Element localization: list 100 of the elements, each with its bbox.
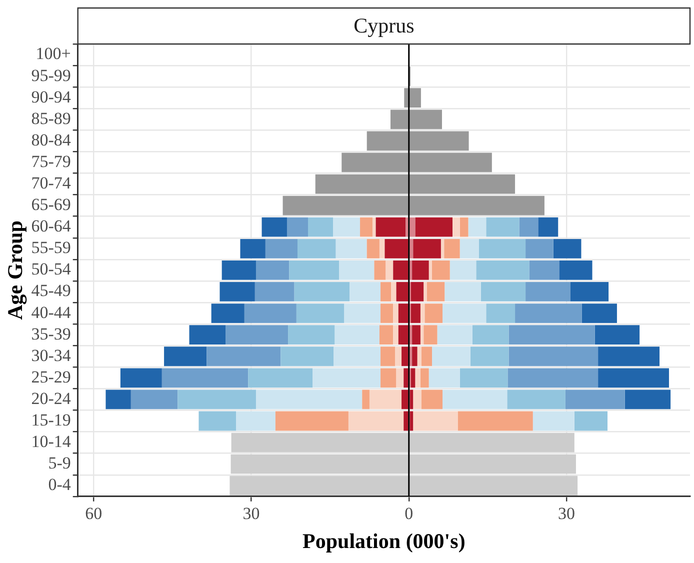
bar [428,260,432,280]
bar [412,325,420,345]
bar [396,282,408,302]
bar [248,368,313,388]
bar [410,390,414,410]
bar [334,346,381,366]
bar [574,411,608,431]
bar [470,346,509,366]
bar [529,260,560,280]
bar [420,304,425,323]
bar [206,346,281,366]
bar [380,368,396,388]
bar [507,390,566,410]
bar [440,238,444,258]
bar [344,304,381,323]
bar [442,390,508,410]
bar [460,238,479,258]
bar [236,411,276,431]
y-tick-label: 65-69 [31,195,71,214]
y-tick-label: 60-64 [31,216,72,236]
bar [422,390,443,410]
bar [409,238,414,258]
bar [409,217,416,237]
y-tick-label: 30-34 [31,346,72,365]
bar [280,346,334,366]
bar [450,260,476,280]
bar [391,282,396,302]
bar [424,325,438,345]
bar [559,260,592,280]
bar [410,411,414,431]
bar [508,346,598,366]
bar [336,238,367,258]
x-tick-label: 30 [242,504,260,524]
bar [294,282,350,302]
bar [410,368,416,388]
bar [339,260,374,280]
bar [348,411,404,431]
y-tick-label: 80-84 [31,130,72,150]
bar [376,217,406,237]
y-tick-label: 50-54 [31,260,72,279]
bar [472,325,509,345]
bar [334,325,380,345]
bar [570,282,609,302]
bar [386,260,394,280]
bar [380,346,396,366]
bar [374,260,386,280]
bar [553,238,582,258]
bar [360,217,373,237]
bar [486,217,520,237]
bar [420,368,429,388]
bar [297,238,336,258]
bar [288,325,335,345]
bar [413,238,441,258]
bar [402,346,408,366]
y-tick-label: 100+ [36,44,71,64]
bar [413,390,422,410]
bar [565,390,625,410]
bar [444,282,481,302]
bar [526,238,554,258]
bar [308,217,334,237]
bar [372,217,376,237]
y-axis-title: Age Group [3,220,28,320]
bar [508,368,598,388]
bar [515,304,582,323]
y-tick-label: 70-74 [31,173,72,192]
y-tick-label: 85-89 [31,108,71,128]
bar [442,304,486,323]
y-tick-label: 0-4 [48,475,72,494]
bar [240,238,266,258]
bar [162,368,248,388]
bar [262,217,287,237]
bar [508,325,595,345]
bar [393,304,398,323]
bar [526,282,570,302]
bar [478,238,526,258]
bar [189,325,226,345]
bar [476,260,530,280]
bar [452,217,460,237]
bar [222,260,256,280]
x-tick-label: 0 [404,504,414,524]
chart-title: Cyprus [354,14,414,38]
bar [413,411,458,431]
bar [409,260,412,280]
bar [437,325,472,345]
bar [286,217,308,237]
y-tick-label: 25-29 [31,367,71,386]
bar [422,346,432,366]
y-tick-label: 75-79 [31,152,71,171]
bar [379,238,385,258]
x-tick-label: 60 [85,504,102,524]
bar [424,282,427,302]
bar [178,390,256,410]
bar [211,304,244,323]
bar [486,304,516,323]
bar [395,346,402,366]
bar [460,217,468,237]
bar [432,260,450,280]
bar [538,217,558,237]
bar [379,325,394,345]
bar [404,368,408,388]
